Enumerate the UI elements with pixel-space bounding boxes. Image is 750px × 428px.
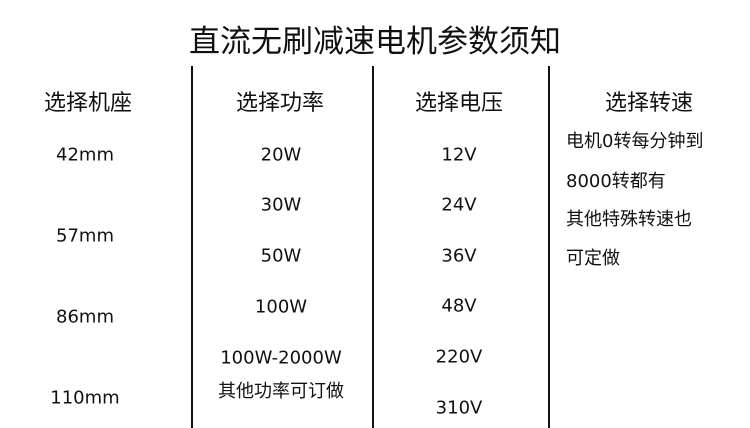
- frame-size-value: 110mm: [50, 387, 120, 409]
- speed-note-line: 其他特殊转速也: [566, 209, 692, 230]
- voltage-value: 220V: [435, 346, 483, 368]
- column-divider: [372, 66, 374, 428]
- header-power: 选择功率: [235, 91, 325, 116]
- voltage-value: 48V: [441, 295, 477, 317]
- power-value: 50W: [260, 245, 302, 267]
- page-title: 直流无刷减速电机参数须知: [189, 24, 561, 60]
- speed-note-line: 8000转都有: [566, 171, 666, 192]
- speed-note-line: 可定做: [566, 248, 620, 269]
- power-value: 30W: [260, 194, 302, 216]
- header-speed: 选择转速: [604, 91, 694, 116]
- power-value: 100W-2000W: [220, 347, 342, 369]
- column-divider: [548, 66, 550, 428]
- speed-note-line: 电机0转每分钟到: [566, 131, 704, 152]
- power-value: 100W: [254, 296, 308, 318]
- voltage-value: 12V: [441, 144, 477, 166]
- header-frame-size: 选择机座: [43, 91, 133, 116]
- frame-size-value: 57mm: [56, 225, 114, 247]
- power-value: 20W: [260, 144, 302, 166]
- voltage-value: 310V: [435, 397, 483, 419]
- voltage-value: 24V: [441, 194, 477, 216]
- frame-size-value: 42mm: [56, 144, 114, 166]
- voltage-value: 36V: [441, 245, 477, 267]
- power-note: 其他功率可订做: [218, 381, 344, 402]
- column-divider: [191, 66, 193, 428]
- header-voltage: 选择电压: [414, 91, 504, 116]
- frame-size-value: 86mm: [56, 306, 114, 328]
